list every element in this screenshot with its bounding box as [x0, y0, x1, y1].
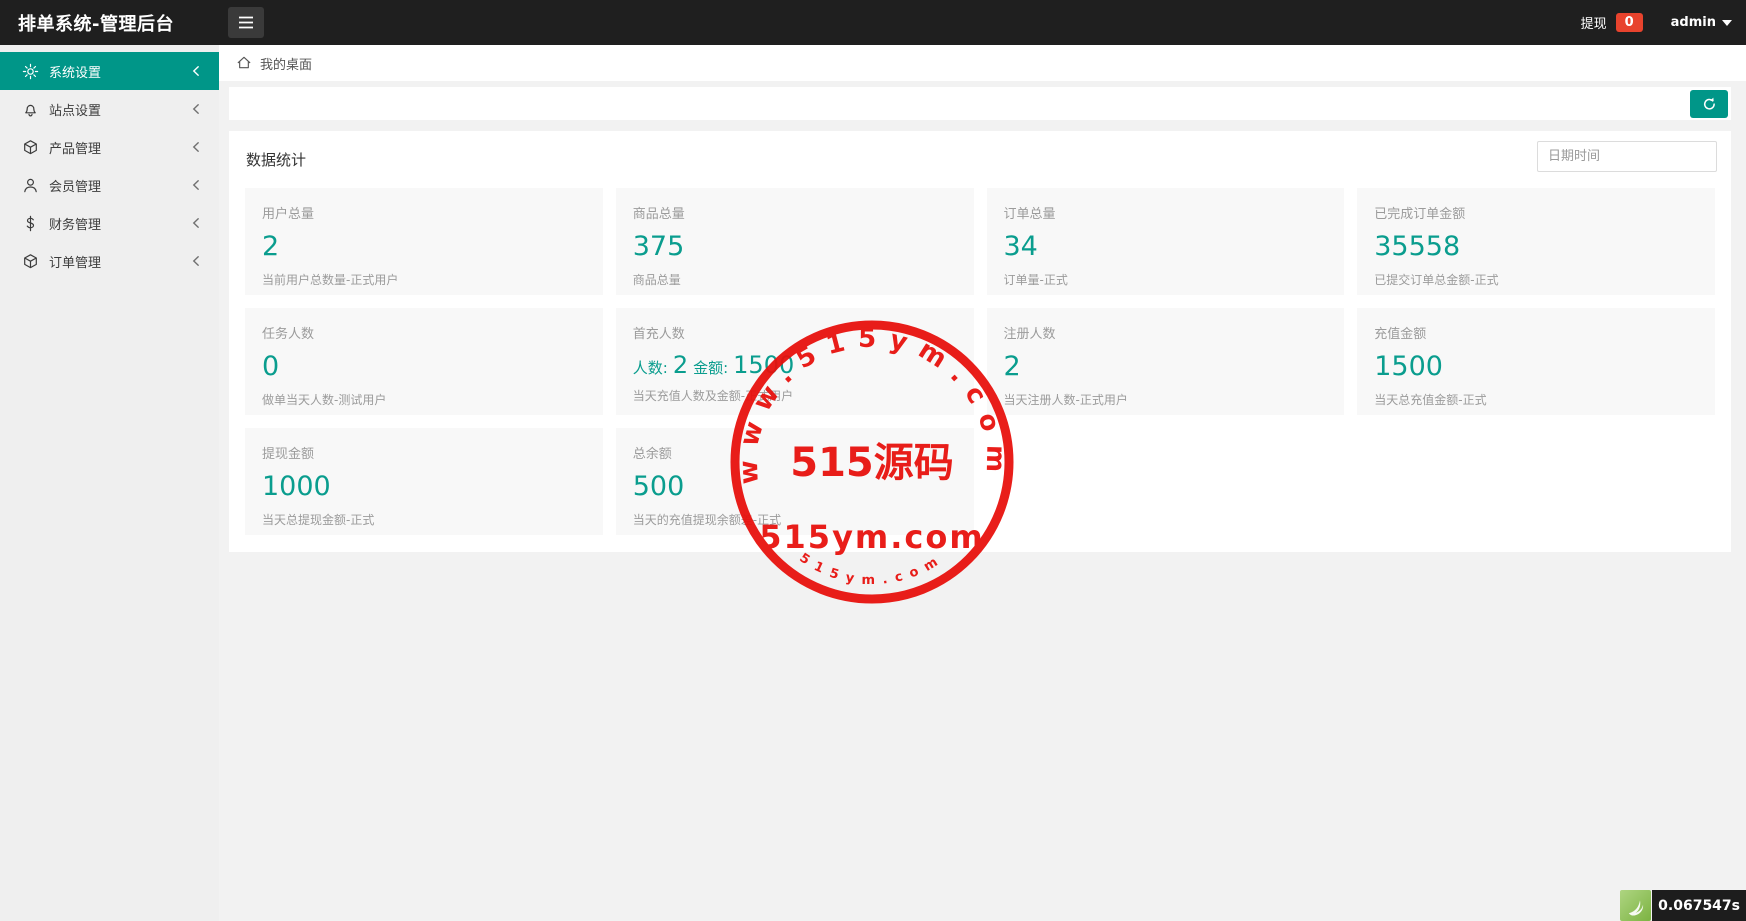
chevron-down-icon — [1722, 19, 1732, 26]
breadcrumb-label: 我的桌面 — [260, 57, 313, 73]
bell-icon — [25, 104, 36, 116]
trace-widget: 0.067547s — [1620, 890, 1746, 921]
menu-toggle-button[interactable] — [228, 7, 264, 38]
sidebar-item-product-management[interactable]: 产品管理 — [0, 128, 219, 166]
stat-desc: 当天充值人数及金额-正式用户 — [632, 389, 794, 404]
stat-value: 2 — [262, 231, 280, 262]
date-filter-input[interactable] — [1537, 141, 1717, 172]
chevron-left-icon — [192, 142, 199, 152]
stat-title: 已完成订单金额 — [1374, 207, 1466, 222]
gear-icon — [22, 63, 39, 79]
stat-subvalue: 1500 — [733, 351, 795, 379]
stat-title: 总余额 — [632, 447, 672, 462]
refresh-button[interactable] — [1690, 90, 1728, 118]
stat-desc: 已提交订单总金额-正式 — [1374, 272, 1499, 287]
cube-icon — [24, 139, 37, 154]
sidebar-item-label: 会员管理 — [49, 179, 102, 195]
stat-desc: 当天总提现金额-正式 — [262, 512, 375, 527]
toolbar — [229, 87, 1731, 120]
trace-flame-icon — [1628, 899, 1643, 916]
stat-desc: 商品总量 — [632, 272, 681, 287]
stat-card-recharge-amount: 充值金额 1500 当天总充值金额-正式 — [1357, 308, 1715, 415]
withdraw-link[interactable]: 提现 0 — [1581, 13, 1643, 32]
stat-value: 35558 — [1374, 231, 1461, 262]
stat-title: 商品总量 — [632, 207, 685, 222]
dollar-icon — [26, 215, 35, 231]
breadcrumb: 我的桌面 — [219, 45, 1746, 81]
cube-icon — [24, 253, 37, 268]
home-icon — [237, 56, 251, 69]
stat-value: 1000 — [262, 471, 331, 502]
stat-title: 提现金额 — [262, 447, 315, 462]
stat-sublabel: 金额: — [693, 359, 729, 377]
refresh-icon — [1704, 97, 1715, 110]
sidebar-item-label: 财务管理 — [49, 217, 102, 233]
sidebar-item-site-settings[interactable]: 站点设置 — [0, 90, 219, 128]
stat-sublabel: 人数: — [632, 359, 668, 377]
stats-grid: 用户总量 2 当前用户总数量-正式用户 商品总量 375 商品总量 订单总量 3… — [229, 188, 1731, 535]
sidebar-item-order-management[interactable]: 订单管理 — [0, 242, 219, 280]
svg-text:515ym.com: 515ym.com — [797, 551, 948, 588]
stat-title: 首充人数 — [632, 327, 685, 342]
withdraw-count-badge: 0 — [1615, 13, 1643, 32]
sidebar-item-finance-management[interactable]: 财务管理 — [0, 204, 219, 242]
panel-header: 数据统计 — [229, 131, 1731, 188]
trace-logo-icon[interactable] — [1620, 890, 1652, 921]
stat-card-total-products: 商品总量 375 商品总量 — [615, 188, 974, 295]
chevron-left-icon — [192, 66, 199, 76]
stat-desc: 做单当天人数-测试用户 — [262, 392, 387, 407]
stat-card-first-recharge: 首充人数 人数: 2 金额: 1500 当天充值人数及金额-正式用户 — [615, 308, 974, 415]
sidebar-item-label: 系统设置 — [49, 65, 102, 81]
stat-title: 任务人数 — [262, 327, 315, 342]
user-menu[interactable]: admin — [1671, 15, 1732, 30]
sidebar: 系统设置 站点设置 产品管理 — [0, 45, 219, 921]
withdraw-label: 提现 — [1580, 17, 1607, 32]
user-icon — [24, 178, 37, 192]
username: admin — [1670, 15, 1716, 30]
stat-title: 充值金额 — [1374, 327, 1427, 342]
chevron-left-icon — [192, 104, 199, 114]
sidebar-item-member-management[interactable]: 会员管理 — [0, 166, 219, 204]
stat-value: 500 — [632, 471, 685, 502]
stat-value: 34 — [1003, 231, 1038, 262]
chevron-left-icon — [192, 180, 199, 190]
render-time: 0.067547s — [1652, 890, 1746, 921]
panel-title: 数据统计 — [246, 151, 307, 169]
stat-value: 1500 — [1374, 351, 1443, 382]
stat-card-total-users: 用户总量 2 当前用户总数量-正式用户 — [245, 188, 603, 295]
sidebar-item-label: 订单管理 — [49, 255, 102, 271]
top-header: 排单系统-管理后台 提现 0 admin — [0, 0, 1746, 45]
stat-title: 订单总量 — [1003, 207, 1056, 222]
stat-card-task-users: 任务人数 0 做单当天人数-测试用户 — [245, 308, 603, 415]
stamp-arc-bottom-text: 515ym.com — [797, 551, 940, 588]
stat-desc: 订单量-正式 — [1003, 272, 1068, 287]
stat-desc: 当天的充值提现余额差-正式 — [632, 512, 782, 527]
stat-desc: 当天总充值金额-正式 — [1374, 392, 1487, 407]
stat-value: 2 — [1003, 351, 1021, 382]
stat-desc: 当天注册人数-正式用户 — [1003, 392, 1128, 407]
stat-value: 人数: 2 金额: 1500 — [632, 351, 957, 379]
stat-value: 375 — [632, 231, 685, 262]
stat-card-total-balance: 总余额 500 当天的充值提现余额差-正式 — [615, 428, 974, 535]
stat-card-registered-users: 注册人数 2 当天注册人数-正式用户 — [986, 308, 1345, 415]
stat-subvalue: 2 — [672, 351, 689, 379]
stat-card-total-orders: 订单总量 34 订单量-正式 — [986, 188, 1345, 295]
sidebar-item-system-settings[interactable]: 系统设置 — [0, 52, 219, 90]
header-actions: 提现 0 admin — [1581, 0, 1732, 45]
stat-title: 用户总量 — [262, 207, 315, 222]
stat-card-withdraw-amount: 提现金额 1000 当天总提现金额-正式 — [245, 428, 603, 535]
hamburger-icon — [239, 16, 253, 29]
stat-value: 0 — [262, 351, 280, 382]
stat-card-completed-order-amount: 已完成订单金额 35558 已提交订单总金额-正式 — [1357, 188, 1715, 295]
chevron-left-icon — [192, 218, 199, 228]
stat-desc: 当前用户总数量-正式用户 — [262, 272, 399, 287]
app-title: 排单系统-管理后台 — [18, 13, 174, 35]
sidebar-item-label: 产品管理 — [49, 141, 102, 157]
stats-panel: 数据统计 用户总量 2 当前用户总数量-正式用户 商品总量 375 商品总量 订… — [229, 131, 1731, 552]
chevron-left-icon — [192, 256, 199, 266]
sidebar-item-label: 站点设置 — [49, 103, 102, 119]
stat-title: 注册人数 — [1003, 327, 1056, 342]
